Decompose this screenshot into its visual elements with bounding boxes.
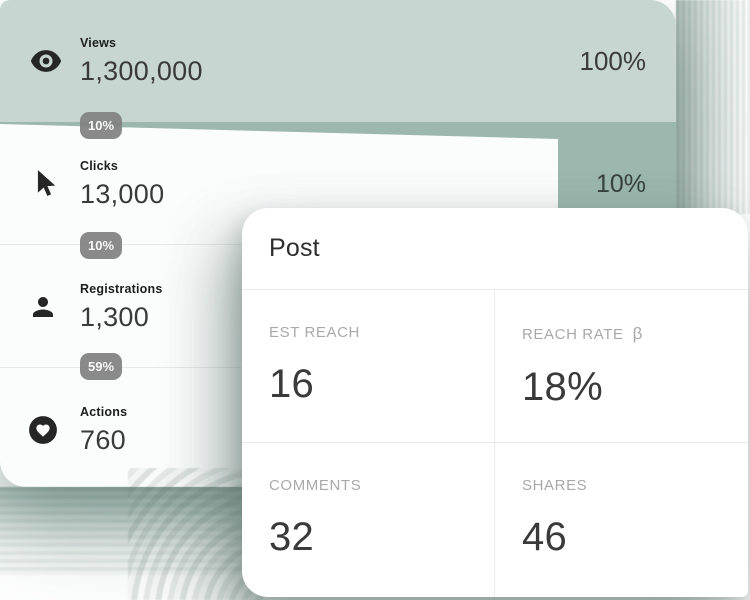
stat-reach-rate: REACH RATE β 18%	[494, 290, 748, 443]
heart-icon	[0, 415, 80, 445]
conversion-badge: 59%	[80, 353, 122, 380]
step-value: 1,300,000	[80, 55, 203, 86]
conversion-badge: 10%	[80, 232, 122, 259]
conversion-badge: 10%	[80, 112, 122, 139]
funnel-step-actions[interactable]: Actions 760	[0, 397, 240, 463]
stat-value: 18%	[522, 365, 603, 409]
step-label: Actions	[80, 404, 128, 419]
step-label: Registrations	[80, 281, 163, 296]
step-value: 13,000	[80, 178, 165, 209]
stat-comments: COMMENTS 32	[242, 443, 494, 597]
funnel-step-clicks[interactable]: Clicks 13,000	[0, 151, 240, 217]
stat-value: 46	[522, 515, 568, 559]
funnel-views-band	[0, 0, 676, 122]
step-value: 1,300	[80, 301, 150, 332]
post-card-title: Post	[269, 234, 320, 262]
views-percent-label: 100%	[579, 46, 647, 76]
funnel-step-views[interactable]: Views 1,300,000	[0, 28, 240, 94]
post-stats-grid: EST REACH 16 REACH RATE β 18% COMMENTS 3…	[242, 290, 748, 597]
person-icon	[0, 292, 80, 322]
step-label: Clicks	[80, 158, 119, 173]
stat-shares: SHARES 46	[494, 443, 748, 597]
step-label: Views	[80, 35, 117, 50]
step-value: 760	[80, 424, 126, 455]
post-stats-card: Post EST REACH 16 REACH RATE β 18% COMME…	[242, 208, 748, 597]
shadow-halo-rings	[128, 468, 264, 600]
clicks-percent-label: 10%	[595, 170, 646, 198]
stat-label: REACH RATE β	[522, 324, 643, 343]
stat-value: 16	[269, 362, 315, 406]
stat-label: EST REACH	[269, 324, 360, 341]
stat-value: 32	[269, 515, 315, 559]
shadow-halo-right	[676, 0, 750, 214]
stat-est-reach: EST REACH 16	[242, 290, 494, 443]
beta-badge: β	[632, 324, 643, 343]
stat-label: SHARES	[522, 477, 588, 494]
cursor-icon	[0, 169, 80, 199]
eye-icon	[0, 48, 80, 74]
post-card-header: Post	[242, 208, 748, 290]
stat-label: COMMENTS	[269, 477, 362, 494]
funnel-step-registrations[interactable]: Registrations 1,300	[0, 274, 240, 340]
